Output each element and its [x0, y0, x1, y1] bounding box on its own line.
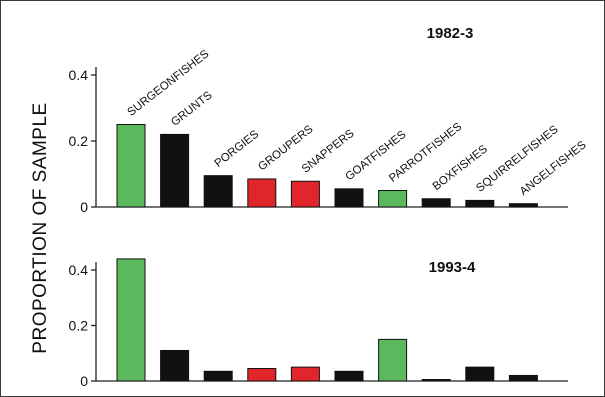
bar-goatfishes: [334, 188, 364, 208]
bar-surgeonfishes: [116, 258, 146, 382]
bar-porgies: [203, 175, 233, 208]
bar-parrotfishes: [378, 190, 408, 208]
bar-snappers: [290, 180, 320, 208]
bar-groupers: [247, 368, 277, 382]
bar-boxfishes: [421, 198, 451, 208]
bar-angelfishes: [508, 203, 538, 208]
bar-surgeonfishes: [116, 124, 146, 208]
y-tick-label: 0: [80, 373, 88, 389]
bar-boxfishes: [421, 379, 451, 382]
bar-porgies: [203, 370, 233, 382]
bar-parrotfishes: [378, 338, 408, 382]
bar-goatfishes: [334, 370, 364, 382]
bar-angelfishes: [508, 374, 538, 382]
bar-squirrelfishes: [465, 366, 495, 382]
y-tick-label: 0.2: [69, 133, 89, 149]
y-tick-label: 0.4: [69, 262, 89, 278]
chart-panels: 00.20.41982-3SURGEONFISHESGRUNTSPORGIESG…: [69, 25, 589, 389]
bar-grunts: [160, 349, 190, 382]
category-label: GRUNTS: [169, 89, 215, 129]
category-label: SQUIRRELFISHES: [474, 123, 561, 194]
y-tick-label: 0: [80, 199, 88, 215]
y-tick-label: 0.4: [69, 67, 89, 83]
bar-snappers: [290, 366, 320, 382]
bar-groupers: [247, 178, 277, 208]
bar-squirrelfishes: [465, 199, 495, 208]
bar-grunts: [160, 133, 190, 208]
panel-title: 1993-4: [429, 259, 476, 276]
panel-title: 1982-3: [427, 25, 474, 42]
category-label: PORGIES: [213, 128, 262, 170]
y-axis-label: PROPORTION OF SAMPLE: [30, 102, 51, 353]
y-tick-label: 0.2: [69, 318, 89, 334]
